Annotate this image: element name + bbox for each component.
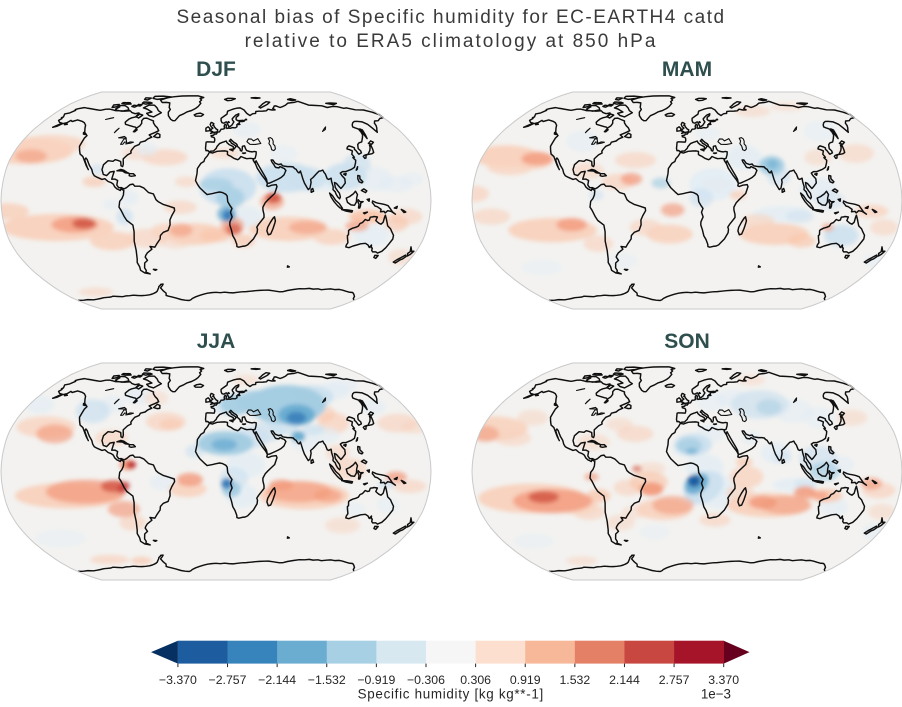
svg-text:SON: SON: [664, 330, 710, 353]
svg-text:−1.532: −1.532: [308, 673, 346, 687]
svg-text:−0.306: −0.306: [407, 673, 445, 687]
svg-text:1.532: 1.532: [559, 673, 590, 687]
svg-text:−2.757: −2.757: [209, 673, 247, 687]
svg-text:−0.919: −0.919: [357, 673, 395, 687]
svg-text:−3.370: −3.370: [159, 673, 197, 687]
svg-text:2.144: 2.144: [609, 673, 640, 687]
svg-text:2.757: 2.757: [659, 673, 690, 687]
svg-text:−2.144: −2.144: [258, 673, 296, 687]
svg-text:Seasonal bias of Specific humi: Seasonal bias of Specific humidity for E…: [176, 7, 725, 28]
svg-text:Specific humidity [kg kg**-1]: Specific humidity [kg kg**-1]: [358, 687, 544, 702]
svg-text:DJF: DJF: [196, 58, 236, 81]
svg-text:relative to ERA5 climatology a: relative to ERA5 climatology at 850 hPa: [245, 31, 658, 52]
svg-text:3.370: 3.370: [708, 673, 739, 687]
svg-text:MAM: MAM: [662, 58, 712, 81]
svg-text:JJA: JJA: [197, 330, 236, 353]
svg-text:0.306: 0.306: [460, 673, 491, 687]
svg-text:0.919: 0.919: [510, 673, 541, 687]
svg-text:1e−3: 1e−3: [701, 687, 731, 702]
